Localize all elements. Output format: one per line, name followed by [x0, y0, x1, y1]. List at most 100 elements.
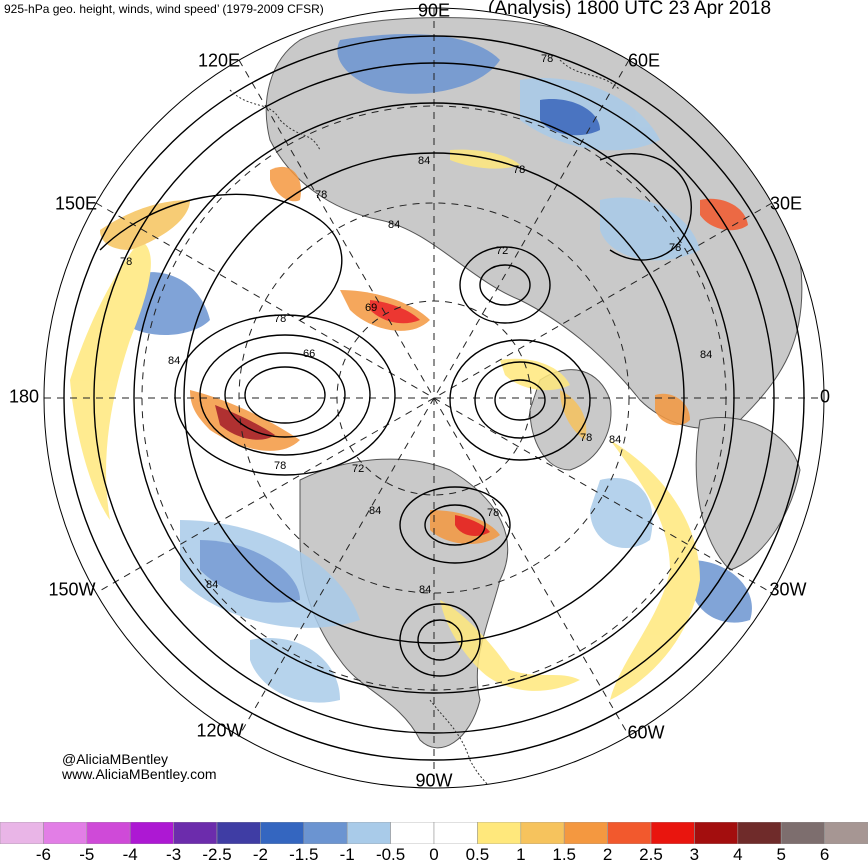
colorbar-swatch	[433, 822, 478, 844]
colorbar-swatch	[607, 822, 652, 844]
lon-label-150e: 150E	[54, 193, 98, 214]
colorbar-swatch	[737, 822, 782, 844]
colorbar-tick-label: -1	[339, 845, 355, 864]
lon-label-180: 180	[8, 386, 40, 407]
colorbar-tick-label: -2.5	[202, 845, 232, 864]
shade-orange	[270, 166, 301, 202]
lon-label-30e: 30E	[769, 193, 803, 214]
contour-label: 84	[700, 349, 712, 361]
shade-yellow	[610, 440, 700, 700]
contour-label: 84	[168, 355, 180, 367]
colorbar-swatch	[694, 822, 739, 844]
credit-handle: @AliciaMBentley	[62, 751, 169, 767]
lon-label-90w: 90W	[415, 770, 453, 791]
credit-website: www.AliciaMBentley.com	[62, 766, 217, 782]
shade-yellow	[450, 149, 520, 169]
lon-label-60w: 60W	[627, 722, 665, 743]
colorbar-tick-label: -3	[166, 845, 182, 864]
colorbar-swatch	[303, 822, 348, 844]
colorbar-tick-label: 0	[429, 845, 439, 864]
shade-red	[215, 405, 275, 440]
lon-label-0: 0	[819, 386, 831, 407]
colorbar-swatch	[129, 822, 174, 844]
colorbar-swatch	[650, 822, 695, 844]
contour-label: 84	[419, 584, 431, 596]
shade-blue	[600, 197, 700, 261]
shade-orange	[100, 200, 190, 250]
colorbar-swatch	[563, 822, 608, 844]
shade-yellow	[70, 240, 151, 520]
colorbar-tick-label: 6	[819, 845, 830, 864]
graticule	[44, 8, 824, 788]
contour-label: 69	[365, 302, 377, 314]
colorbar	[0, 822, 868, 844]
contour-label: 78	[274, 460, 286, 472]
coastlines	[229, 59, 621, 788]
colorbar-tick-label: -2	[252, 845, 268, 864]
colorbar-tick-label: -6	[35, 845, 51, 864]
contour-label-group: 78 84 78 84 78 72 69 78 66 84 78 72 84 7…	[120, 53, 712, 596]
shade-red	[455, 515, 490, 536]
colorbar-tick-label: 5	[776, 845, 786, 864]
colorbar-tick-label: 4	[733, 845, 743, 864]
shade-blue	[540, 99, 600, 136]
lon-label-90e: 90E	[417, 0, 451, 21]
contour-label: 78	[541, 53, 553, 65]
contour-label: 84	[418, 155, 430, 167]
land-africa	[695, 416, 801, 571]
land-areas	[265, 17, 803, 749]
lon-label-60e: 60E	[627, 50, 661, 71]
contour-label: 78	[315, 189, 327, 201]
contour-label: 78	[580, 432, 592, 444]
colorbar-swatch	[43, 822, 88, 844]
colorbar-swatch	[824, 822, 868, 844]
colorbar-tick-label: -5	[79, 845, 95, 864]
map-boundary	[43, 7, 825, 789]
colorbar-swatch	[0, 822, 44, 844]
header-left-title: 925-hPa geo. height, winds, wind speed’ …	[4, 2, 324, 16]
contour-label: 78	[513, 164, 525, 176]
shade-yellow	[440, 600, 580, 691]
header-right-title: (Analysis) 1800 UTC 23 Apr 2018	[488, 0, 772, 19]
colorbar-tick-label: 0.5	[465, 845, 490, 864]
colorbar-tick-label: -0.5	[375, 845, 406, 864]
colorbar-tick-label: 3	[689, 845, 700, 864]
colorbar-swatch	[346, 822, 391, 844]
contour-label: 66	[303, 348, 315, 360]
colorbar-tick-label: -4	[122, 845, 138, 864]
colorbar-tick-label: 1	[516, 845, 526, 864]
colorbar-tick-label: 2	[602, 845, 613, 864]
colorbar-swatch	[390, 822, 435, 844]
colorbar-tick-label: -1.5	[289, 845, 319, 864]
contour-label: 72	[352, 463, 364, 475]
shade-yellow	[500, 358, 570, 391]
shade-orange	[560, 390, 587, 440]
lon-label-30w: 30W	[769, 579, 807, 600]
height-contours	[63, 35, 805, 761]
colorbar-swatch	[780, 822, 825, 844]
colorbar-swatch	[216, 822, 261, 844]
polar-map: 78 84 78 84 78 72 69 78 66 84 78 72 84 7…	[43, 7, 825, 789]
colorbar-swatch	[520, 822, 565, 844]
colorbar-swatch	[86, 822, 131, 844]
contour-label: 84	[388, 219, 400, 231]
lon-label-150w: 150W	[48, 579, 96, 600]
contour-label: 78	[669, 242, 681, 254]
contour-label: 84	[609, 434, 621, 446]
contour-label: 78	[487, 507, 499, 519]
contour-label: 84	[206, 579, 218, 591]
lon-label-120w: 120W	[196, 720, 244, 741]
colorbar-tick-label: 1.5	[552, 845, 577, 864]
contour-label: 78	[120, 256, 132, 268]
colorbar-swatch	[260, 822, 305, 844]
colorbar-swatch	[173, 822, 218, 844]
lon-label-120e: 120E	[197, 50, 241, 71]
shade-orange	[655, 393, 690, 426]
contour-label: 78	[274, 313, 286, 325]
shade-red	[370, 300, 420, 324]
shade-blue	[590, 478, 653, 549]
contour-label: 72	[496, 245, 508, 257]
colorbar-swatch	[477, 822, 522, 844]
shade-blue	[250, 638, 340, 703]
shade-orange	[700, 198, 748, 231]
